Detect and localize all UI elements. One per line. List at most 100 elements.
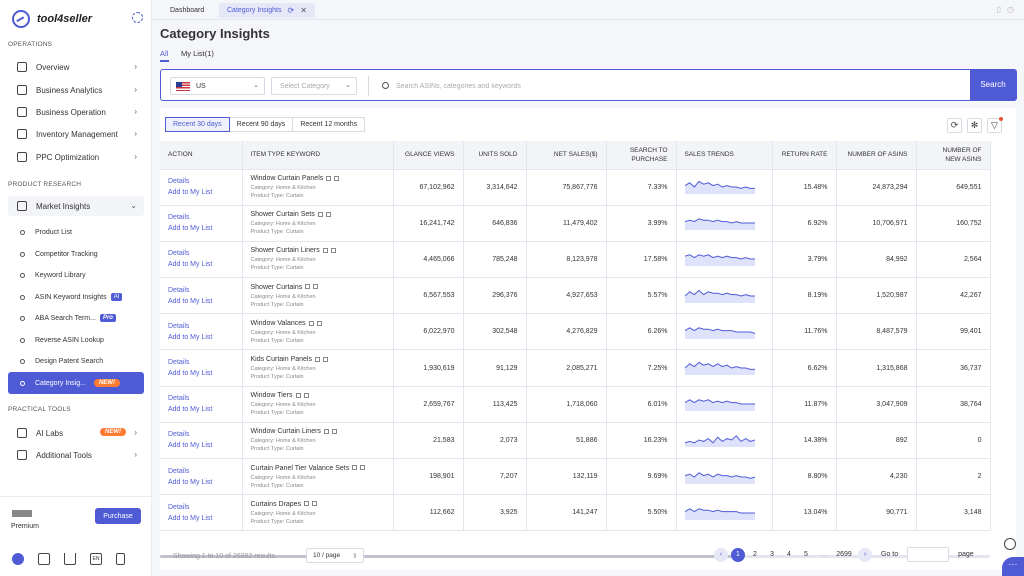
range-90-days[interactable]: Recent 90 days bbox=[228, 117, 294, 132]
sales-trend-sparkline[interactable] bbox=[684, 506, 755, 520]
add-to-list-link[interactable]: Add to My List bbox=[168, 261, 213, 269]
sales-trend-sparkline[interactable] bbox=[684, 252, 755, 267]
search-input[interactable] bbox=[396, 78, 956, 94]
download-icon[interactable] bbox=[64, 553, 76, 565]
search-button[interactable]: Search bbox=[969, 68, 1017, 101]
sales-trend-sparkline[interactable] bbox=[684, 180, 755, 195]
page-size-select[interactable]: 10 / page ⇕ bbox=[306, 548, 364, 563]
country-select[interactable]: US ⌄ bbox=[170, 77, 265, 95]
sales-trend-sparkline[interactable] bbox=[684, 361, 755, 376]
range-30-days[interactable]: Recent 30 days bbox=[165, 117, 230, 132]
gear-icon[interactable] bbox=[132, 12, 143, 23]
copy-icon[interactable] bbox=[326, 175, 332, 181]
page-3[interactable]: 3 bbox=[770, 551, 774, 558]
sidebar-item-competitor-tracking[interactable]: Competitor Tracking bbox=[8, 244, 144, 264]
goto-page-input[interactable] bbox=[907, 547, 950, 562]
prev-page-button[interactable]: ‹ bbox=[714, 547, 728, 562]
external-link-icon[interactable] bbox=[325, 211, 331, 217]
close-icon[interactable]: ✕ bbox=[300, 6, 307, 15]
details-link[interactable]: Details bbox=[168, 431, 190, 439]
clock-icon[interactable]: ◷ bbox=[1007, 5, 1014, 14]
sidebar-item-category-insights[interactable]: Category Insig... NEW! bbox=[8, 372, 144, 394]
details-link[interactable]: Details bbox=[168, 359, 190, 367]
copy-icon[interactable] bbox=[304, 501, 310, 507]
col-glance-views[interactable]: GLANCE VIEWS bbox=[393, 141, 464, 170]
page-last[interactable]: 2699 bbox=[836, 551, 852, 558]
refresh-icon[interactable]: ⟳ bbox=[947, 118, 962, 133]
copy-icon[interactable] bbox=[314, 356, 320, 362]
category-select[interactable]: Select Category ⌄ bbox=[271, 77, 357, 95]
refresh-icon[interactable]: ⟳ bbox=[287, 6, 295, 15]
mobile-icon[interactable] bbox=[116, 553, 125, 565]
details-link[interactable]: Details bbox=[168, 503, 190, 511]
sidebar-item-ai-labs[interactable]: AI Labs NEW! › bbox=[8, 423, 144, 443]
details-link[interactable]: Details bbox=[168, 250, 190, 258]
external-link-icon[interactable] bbox=[334, 175, 340, 181]
sidebar-item-business-analytics[interactable]: Business Analytics › bbox=[8, 80, 144, 100]
add-to-list-link[interactable]: Add to My List bbox=[168, 442, 213, 450]
tab-dashboard[interactable]: Dashboard bbox=[162, 3, 212, 18]
sidebar-item-overview[interactable]: Overview › bbox=[8, 57, 144, 77]
col-units-sold[interactable]: UNITS SOLD bbox=[463, 141, 527, 170]
sales-trend-sparkline[interactable] bbox=[684, 216, 755, 231]
external-link-icon[interactable] bbox=[303, 392, 309, 398]
sales-trend-sparkline[interactable] bbox=[684, 470, 755, 484]
page-5[interactable]: 5 bbox=[804, 551, 808, 558]
settings-icon[interactable]: ✻ bbox=[967, 118, 982, 133]
sidebar-item-additional-tools[interactable]: Additional Tools › bbox=[8, 445, 144, 465]
copy-icon[interactable] bbox=[308, 320, 314, 326]
add-to-list-link[interactable]: Add to My List bbox=[168, 370, 213, 378]
copy-icon[interactable] bbox=[295, 392, 301, 398]
sales-trend-sparkline[interactable] bbox=[684, 289, 755, 303]
add-to-list-link[interactable]: Add to My List bbox=[168, 333, 213, 341]
add-to-list-link[interactable]: Add to My List bbox=[168, 225, 213, 233]
sidebar-item-design-patent-search[interactable]: Design Patent Search bbox=[8, 351, 144, 371]
horizontal-scrollbar[interactable] bbox=[160, 555, 990, 558]
col-net-sales[interactable]: NET SALES($) bbox=[526, 141, 607, 170]
sidebar-item-inventory-management[interactable]: Inventory Management › bbox=[8, 124, 144, 144]
purchase-button[interactable]: Purchase bbox=[95, 508, 141, 524]
details-link[interactable]: Details bbox=[168, 322, 190, 330]
sales-trend-sparkline[interactable] bbox=[684, 397, 755, 412]
tab-category-insights[interactable]: Category Insights ⟳ ✕ bbox=[219, 3, 315, 18]
add-to-list-link[interactable]: Add to My List bbox=[168, 478, 213, 486]
headset-icon[interactable] bbox=[1004, 538, 1016, 550]
add-to-list-link[interactable]: Add to My List bbox=[168, 406, 213, 414]
copy-icon[interactable] bbox=[323, 429, 329, 435]
copy-icon[interactable] bbox=[317, 211, 323, 217]
add-to-list-link[interactable]: Add to My List bbox=[168, 297, 213, 305]
sidebar-item-keyword-library[interactable]: Keyword Library bbox=[8, 265, 144, 285]
filter-icon[interactable]: ▽ bbox=[987, 117, 1003, 133]
tab-my-list[interactable]: My List(1) bbox=[181, 49, 214, 58]
sidebar-item-business-operation[interactable]: Business Operation › bbox=[8, 102, 144, 122]
external-link-icon[interactable] bbox=[312, 501, 318, 507]
copy-icon[interactable] bbox=[322, 248, 328, 254]
scrollbar-thumb[interactable] bbox=[160, 555, 735, 558]
page-4[interactable]: 4 bbox=[787, 551, 791, 558]
mail-icon[interactable] bbox=[38, 553, 50, 565]
range-12-months[interactable]: Recent 12 months bbox=[292, 117, 366, 132]
sidebar-item-asin-keyword-insights[interactable]: ASIN Keyword Insights AI bbox=[8, 287, 144, 307]
details-link[interactable]: Details bbox=[168, 467, 190, 475]
sidebar-item-market-insights[interactable]: Market Insights ⌄ bbox=[8, 196, 144, 216]
sales-trend-sparkline[interactable] bbox=[684, 325, 755, 339]
add-to-list-link[interactable]: Add to My List bbox=[168, 189, 213, 197]
trash-icon[interactable]: ▯ bbox=[996, 5, 1002, 14]
app-logo[interactable]: tool4seller bbox=[12, 10, 92, 28]
next-page-button[interactable]: › bbox=[858, 547, 872, 562]
sidebar-item-aba-search-term[interactable]: ABA Search Term... Pro bbox=[8, 308, 144, 328]
user-avatar-icon[interactable] bbox=[12, 553, 24, 565]
language-icon[interactable]: EN bbox=[90, 553, 102, 565]
external-link-icon[interactable] bbox=[331, 429, 337, 435]
sidebar-item-reverse-asin-lookup[interactable]: Reverse ASIN Lookup bbox=[8, 330, 144, 350]
page-1[interactable]: 1 bbox=[731, 547, 745, 562]
sales-trend-sparkline[interactable] bbox=[684, 433, 755, 448]
col-number-of-asins[interactable]: NUMBER OF ASINS bbox=[836, 141, 917, 170]
tab-all[interactable]: All bbox=[160, 49, 169, 58]
sidebar-item-product-list[interactable]: Product List bbox=[8, 222, 144, 242]
col-search-to-purchase[interactable]: SEARCH TO PURCHASE bbox=[606, 141, 677, 170]
add-to-list-link[interactable]: Add to My List bbox=[168, 514, 213, 522]
page-ellipsis[interactable]: ... bbox=[820, 551, 826, 558]
col-new-asins[interactable]: NUMBER OF NEW ASINS bbox=[916, 141, 991, 170]
sidebar-item-ppc-optimization[interactable]: PPC Optimization › bbox=[8, 147, 144, 167]
